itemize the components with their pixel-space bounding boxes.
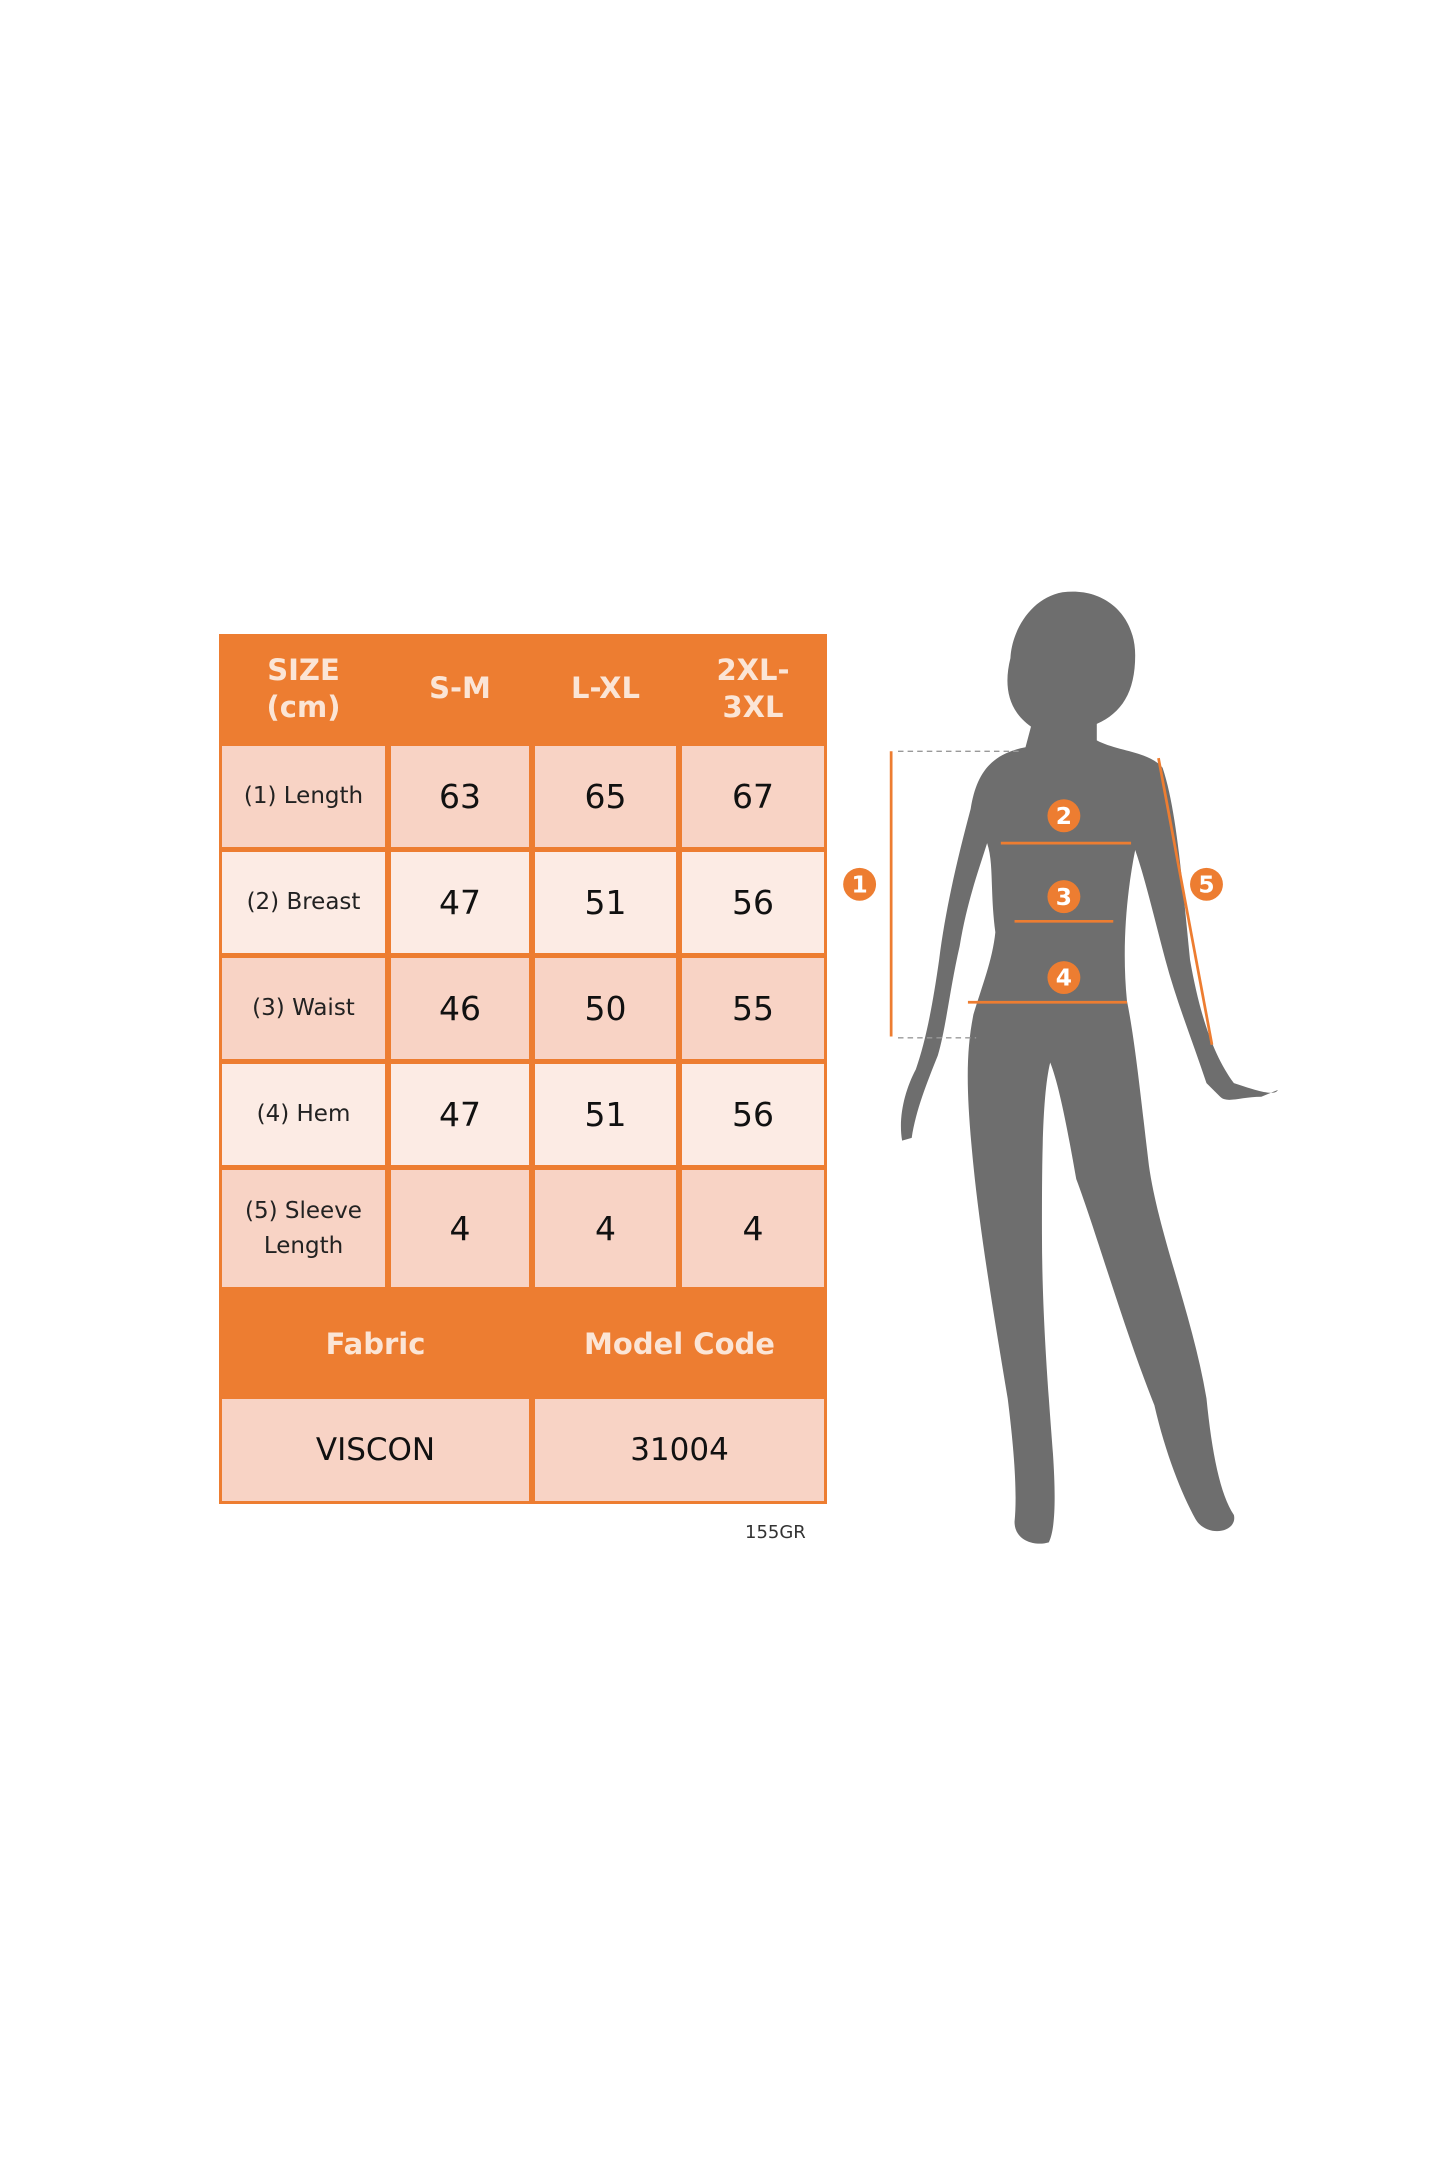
marker-5: 5	[1198, 872, 1214, 899]
model-code-header: Model Code	[584, 1326, 775, 1361]
header-cell: L-XL	[571, 671, 640, 706]
size-value: 67	[682, 746, 824, 847]
row-label: (1) Length	[222, 746, 385, 847]
sleeve-arrow	[1157, 757, 1214, 1045]
size-value: 63	[391, 746, 529, 847]
header-cell: SIZE (cm)	[266, 653, 341, 724]
row-label: (5) Sleeve Length	[222, 1170, 385, 1287]
size-value: 51	[535, 1064, 676, 1165]
size-value: 55	[682, 958, 824, 1059]
row-label: (2) Breast	[222, 852, 385, 953]
size-value: 46	[391, 958, 529, 1059]
size-value: 56	[682, 852, 824, 953]
size-chart-table: SIZE (cm) S-M L-XL 2XL- 3XL (1) Length 63 65 67…	[219, 634, 827, 1504]
size-value: 4	[391, 1170, 529, 1287]
fabric-value: VISCON	[222, 1399, 529, 1501]
size-value: 56	[682, 1064, 824, 1165]
marker-1: 1	[852, 872, 868, 899]
marker-3: 3	[1056, 884, 1072, 911]
size-value: 50	[535, 958, 676, 1059]
size-value: 47	[391, 852, 529, 953]
header-cell: S-M	[429, 671, 491, 706]
model-code-value: 31004	[535, 1399, 824, 1501]
row-label: (4) Hem	[222, 1064, 385, 1165]
row-label: (3) Waist	[222, 958, 385, 1059]
product-code: 155GR	[745, 1522, 806, 1543]
fabric-header: Fabric	[325, 1326, 426, 1361]
marker-2: 2	[1056, 803, 1072, 830]
size-value: 4	[682, 1170, 824, 1287]
marker-4: 4	[1056, 965, 1072, 992]
size-value: 65	[535, 746, 676, 847]
header-cell: 2XL- 3XL	[716, 653, 790, 724]
size-value: 4	[535, 1170, 676, 1287]
woman-silhouette	[900, 591, 1278, 1544]
size-value: 47	[391, 1064, 529, 1165]
size-value: 51	[535, 852, 676, 953]
